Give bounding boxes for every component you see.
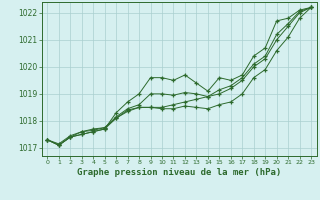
X-axis label: Graphe pression niveau de la mer (hPa): Graphe pression niveau de la mer (hPa) — [77, 168, 281, 177]
